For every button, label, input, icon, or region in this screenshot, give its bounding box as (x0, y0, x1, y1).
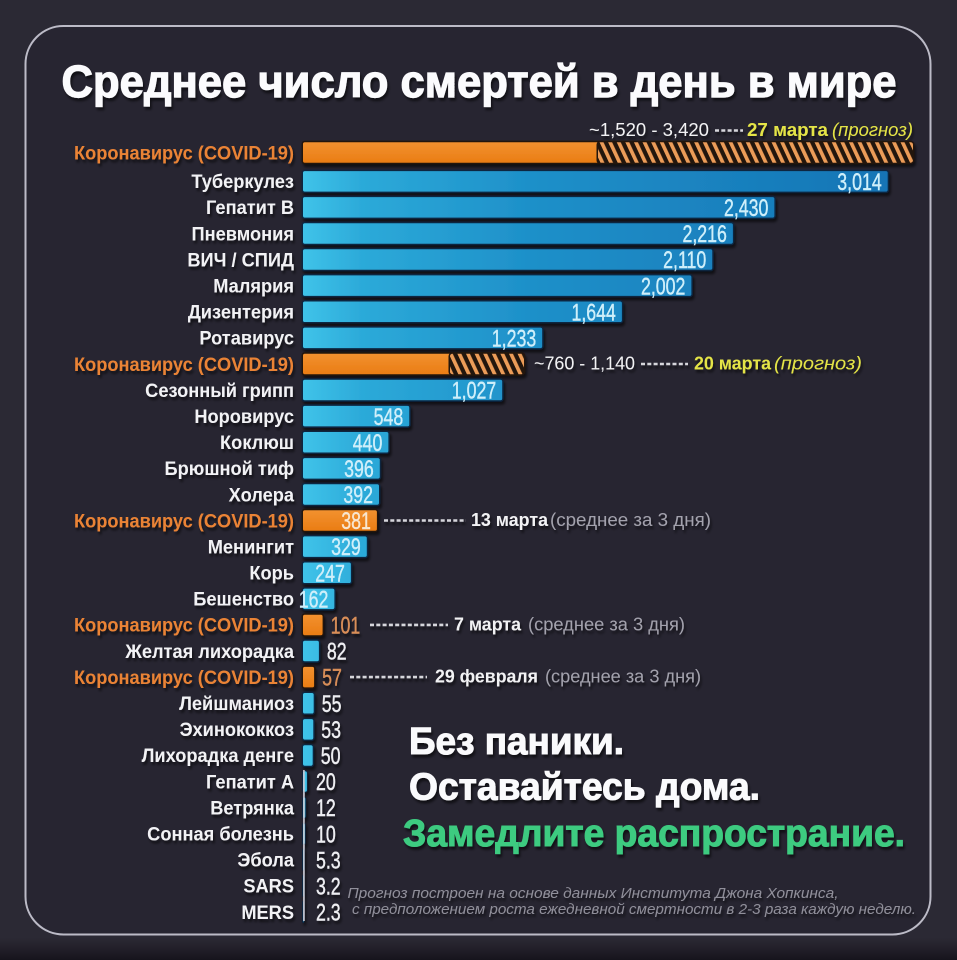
svg-text:Прогноз построен на основе дан: Прогноз построен на основе данных Инстит… (348, 885, 839, 902)
svg-text:с предположением роста ежеднев: с предположением роста ежедневной смертн… (352, 901, 916, 918)
svg-text:Коронавирус (COVID-19): Коронавирус (COVID-19) (74, 510, 294, 531)
svg-text:Эбола: Эбола (237, 849, 294, 870)
svg-text:Бешенство: Бешенство (193, 588, 294, 609)
svg-text:2,002: 2,002 (641, 274, 685, 300)
svg-text:381: 381 (341, 509, 371, 535)
svg-text:Сонная болезнь: Сонная болезнь (147, 823, 294, 844)
svg-text:Эхинококкоз: Эхинококкоз (180, 719, 294, 740)
svg-text:(среднее за 3 дня): (среднее за 3 дня) (528, 614, 685, 634)
svg-text:Сезонный грипп: Сезонный грипп (145, 380, 294, 401)
svg-text:Холера: Холера (229, 484, 295, 505)
svg-text:Малярия: Малярия (213, 275, 294, 296)
svg-text:2.3: 2.3 (316, 900, 341, 926)
svg-text:27 марта: 27 марта (747, 120, 829, 140)
svg-text:20: 20 (316, 770, 336, 796)
svg-text:82: 82 (327, 639, 347, 665)
svg-text:1,233: 1,233 (492, 326, 536, 352)
svg-text:~1,520 - 3,420: ~1,520 - 3,420 (589, 120, 709, 140)
svg-text:Туберкулез: Туберкулез (191, 171, 294, 192)
svg-text:Менингит: Менингит (208, 536, 294, 557)
svg-text:Дизентерия: Дизентерия (188, 301, 294, 322)
svg-text:Коронавирус (COVID-19): Коронавирус (COVID-19) (74, 142, 294, 163)
svg-text:SARS: SARS (243, 875, 294, 896)
svg-text:Без паники.: Без паники. (409, 721, 624, 763)
svg-text:3.2: 3.2 (316, 874, 341, 900)
svg-text:Коронавирус (COVID-19): Коронавирус (COVID-19) (74, 353, 294, 374)
svg-text:Лихорадка денге: Лихорадка денге (142, 745, 294, 766)
svg-text:13 марта: 13 марта (471, 510, 549, 530)
svg-text:10: 10 (316, 822, 336, 848)
svg-text:(прогноз): (прогноз) (832, 120, 913, 140)
svg-text:101: 101 (331, 613, 361, 639)
svg-text:55: 55 (322, 691, 342, 717)
svg-text:(среднее за 3 дня): (среднее за 3 дня) (545, 667, 701, 687)
svg-text:Коронавирус (COVID-19): Коронавирус (COVID-19) (74, 667, 294, 688)
svg-text:ВИЧ / СПИД: ВИЧ / СПИД (187, 249, 294, 270)
svg-text:5.3: 5.3 (316, 848, 341, 874)
svg-text:162: 162 (299, 587, 329, 613)
svg-text:Брюшной тиф: Брюшной тиф (165, 458, 294, 479)
svg-text:29 февраля: 29 февраля (435, 667, 538, 687)
svg-text:247: 247 (315, 561, 345, 587)
svg-text:2,430: 2,430 (724, 196, 768, 222)
svg-text:Замедлите распространие.: Замедлите распространие. (403, 813, 905, 855)
svg-text:396: 396 (344, 457, 374, 483)
svg-text:(среднее за 3 дня): (среднее за 3 дня) (550, 510, 711, 530)
svg-text:Коклюш: Коклюш (220, 432, 294, 453)
svg-text:1,027: 1,027 (452, 378, 496, 404)
svg-text:Лейшманиоз: Лейшманиоз (179, 693, 294, 714)
svg-text:2,216: 2,216 (682, 222, 726, 248)
svg-text:2,110: 2,110 (663, 248, 706, 274)
svg-text:Ротавирус: Ротавирус (199, 327, 294, 348)
svg-text:Среднее число смертей в день в: Среднее число смертей в день в мире (62, 56, 897, 107)
svg-text:Ветрянка: Ветрянка (210, 797, 294, 818)
svg-text:548: 548 (374, 404, 404, 430)
svg-text:12: 12 (316, 796, 336, 822)
svg-text:Корь: Корь (249, 562, 294, 583)
svg-text:1,644: 1,644 (571, 300, 616, 326)
svg-text:53: 53 (321, 717, 341, 743)
svg-text:Коронавирус (COVID-19): Коронавирус (COVID-19) (74, 614, 294, 635)
svg-text:440: 440 (353, 430, 383, 456)
svg-text:Желтая лихорадка: Желтая лихорадка (124, 640, 294, 661)
svg-text:Оставайтесь дома.: Оставайтесь дома. (409, 767, 760, 809)
svg-text:57: 57 (322, 665, 342, 691)
svg-text:Гепатит A: Гепатит A (206, 771, 294, 792)
svg-text:3,014: 3,014 (837, 169, 882, 195)
svg-text:392: 392 (343, 483, 373, 509)
svg-text:50: 50 (321, 744, 341, 770)
svg-text:Пневмония: Пневмония (192, 223, 294, 244)
svg-text:(прогноз): (прогноз) (774, 354, 862, 374)
svg-text:329: 329 (331, 535, 361, 561)
svg-text:~760 - 1,140: ~760 - 1,140 (534, 354, 635, 374)
svg-text:Гепатит B: Гепатит B (206, 197, 294, 218)
svg-text:MERS: MERS (241, 901, 294, 922)
svg-text:Норовирус: Норовирус (194, 406, 294, 427)
svg-text:20 марта: 20 марта (694, 354, 772, 374)
svg-text:7 марта: 7 марта (454, 614, 522, 634)
